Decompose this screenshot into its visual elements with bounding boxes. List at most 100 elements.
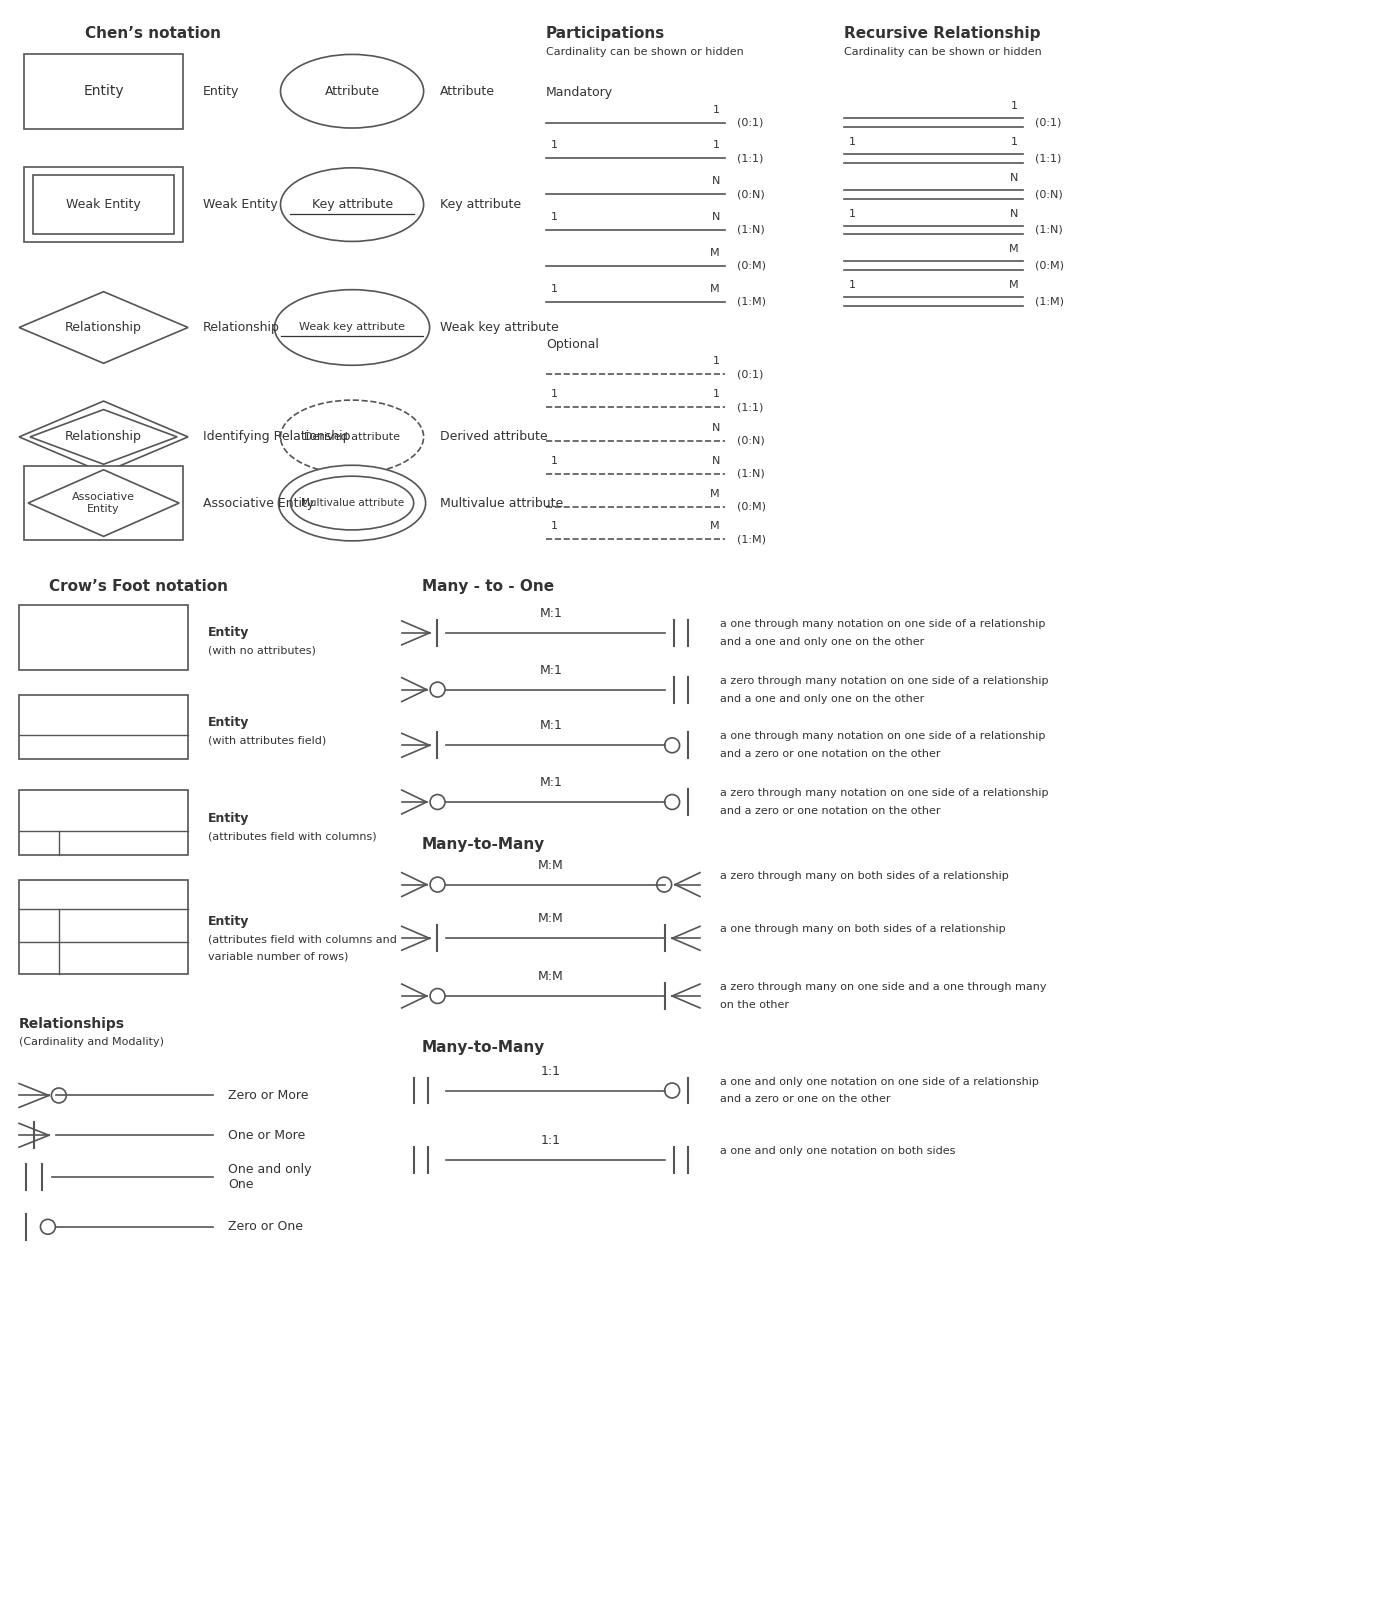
- Text: and a zero or one notation on the other: and a zero or one notation on the other: [720, 807, 940, 816]
- Text: M: M: [710, 284, 720, 294]
- Text: Weak Entity: Weak Entity: [203, 198, 278, 211]
- Ellipse shape: [281, 55, 424, 129]
- Polygon shape: [19, 402, 188, 472]
- Bar: [24, 55, 183, 129]
- Text: (1:M): (1:M): [736, 535, 765, 545]
- Text: (0:M): (0:M): [1035, 260, 1064, 272]
- Text: M:M: M:M: [538, 858, 564, 871]
- Text: and a one and only one on the other: and a one and only one on the other: [720, 636, 924, 648]
- Text: N: N: [1010, 209, 1018, 219]
- Polygon shape: [19, 291, 188, 363]
- Text: a one through many notation on one side of a relationship: a one through many notation on one side …: [720, 619, 1045, 628]
- Text: 1: 1: [849, 137, 856, 146]
- Text: Recursive Relationship: Recursive Relationship: [845, 26, 1040, 40]
- Text: M: M: [1008, 244, 1018, 254]
- Text: Derived attribute: Derived attribute: [439, 431, 547, 444]
- Text: (attributes field with columns and: (attributes field with columns and: [208, 934, 397, 945]
- Text: (1:1): (1:1): [1035, 153, 1061, 164]
- Text: and a one and only one on the other: and a one and only one on the other: [720, 694, 924, 704]
- Text: Participations: Participations: [546, 26, 665, 40]
- Bar: [19, 694, 188, 759]
- Text: (0:N): (0:N): [736, 190, 764, 199]
- Text: 1: 1: [713, 140, 720, 151]
- Text: a one through many notation on one side of a relationship: a one through many notation on one side …: [720, 731, 1045, 741]
- Ellipse shape: [281, 400, 424, 474]
- Text: (1:N): (1:N): [736, 469, 764, 479]
- Text: and a zero or one on the other: and a zero or one on the other: [720, 1094, 890, 1104]
- Text: (1:N): (1:N): [1035, 225, 1063, 235]
- Text: M: M: [710, 521, 720, 532]
- Bar: [24, 466, 183, 540]
- Text: N: N: [711, 423, 720, 432]
- Text: M: M: [710, 489, 720, 498]
- Text: Chen’s notation: Chen’s notation: [85, 26, 221, 40]
- Text: 1: 1: [849, 280, 856, 291]
- Text: Weak key attribute: Weak key attribute: [299, 323, 406, 333]
- Text: (1:1): (1:1): [736, 153, 763, 164]
- Text: M: M: [1008, 280, 1018, 291]
- Text: 1: 1: [713, 389, 720, 399]
- Text: a one through many on both sides of a relationship: a one through many on both sides of a re…: [720, 924, 1006, 934]
- Text: Attribute: Attribute: [439, 85, 494, 98]
- Text: Associative
Entity: Associative Entity: [72, 492, 135, 514]
- Text: Multivalue attribute: Multivalue attribute: [300, 498, 404, 508]
- Text: One and only
One: One and only One: [228, 1163, 311, 1191]
- Text: Relationships: Relationships: [19, 1017, 125, 1030]
- Text: Relationship: Relationship: [65, 321, 142, 334]
- Text: Optional: Optional: [546, 337, 599, 350]
- Bar: [33, 175, 174, 235]
- Text: (0:1): (0:1): [736, 370, 763, 379]
- Text: 1: 1: [849, 209, 856, 219]
- Text: N: N: [711, 177, 720, 186]
- Text: Associative Entity: Associative Entity: [203, 497, 314, 509]
- Text: 1: 1: [551, 389, 558, 399]
- Text: (Cardinality and Modality): (Cardinality and Modality): [19, 1037, 164, 1046]
- Text: (0:N): (0:N): [736, 435, 764, 445]
- Bar: [19, 604, 188, 670]
- Text: 1: 1: [551, 456, 558, 466]
- Bar: [19, 879, 188, 974]
- Text: Mandatory: Mandatory: [546, 87, 613, 100]
- Text: a zero through many notation on one side of a relationship: a zero through many notation on one side…: [720, 787, 1049, 799]
- Text: and a zero or one notation on the other: and a zero or one notation on the other: [720, 749, 940, 759]
- Text: 1: 1: [551, 284, 558, 294]
- Text: 1:1: 1:1: [540, 1064, 561, 1078]
- Text: Identifying Relationship: Identifying Relationship: [203, 431, 350, 444]
- Text: (1:M): (1:M): [1035, 297, 1064, 307]
- Text: (with no attributes): (with no attributes): [208, 646, 315, 656]
- Text: (0:1): (0:1): [1035, 117, 1061, 127]
- Text: Entity: Entity: [208, 813, 249, 826]
- Text: Entity: Entity: [83, 84, 124, 98]
- Text: M:1: M:1: [539, 607, 563, 620]
- Bar: [24, 167, 183, 243]
- Text: Key attribute: Key attribute: [311, 198, 393, 211]
- Text: M:1: M:1: [539, 720, 563, 733]
- Text: Entity: Entity: [208, 914, 249, 927]
- Text: Entity: Entity: [203, 85, 239, 98]
- Text: (0:M): (0:M): [736, 260, 765, 272]
- Polygon shape: [28, 469, 179, 537]
- Text: 1: 1: [551, 212, 558, 222]
- Text: 1:1: 1:1: [540, 1135, 561, 1147]
- Text: N: N: [1010, 172, 1018, 183]
- Text: 1: 1: [1011, 101, 1018, 111]
- Text: Relationship: Relationship: [65, 431, 142, 444]
- Text: Zero or One: Zero or One: [228, 1220, 303, 1233]
- Text: Zero or More: Zero or More: [228, 1090, 308, 1102]
- Text: (0:M): (0:M): [736, 501, 765, 511]
- Text: Many-to-Many: Many-to-Many: [422, 1040, 544, 1056]
- Text: variable number of rows): variable number of rows): [208, 951, 349, 961]
- Text: M: M: [710, 247, 720, 257]
- Text: Many-to-Many: Many-to-Many: [422, 837, 544, 852]
- Polygon shape: [31, 410, 178, 464]
- Text: 1: 1: [551, 521, 558, 532]
- Text: M:1: M:1: [539, 776, 563, 789]
- Ellipse shape: [281, 167, 424, 241]
- Text: N: N: [711, 456, 720, 466]
- Text: Weak key attribute: Weak key attribute: [439, 321, 558, 334]
- Text: 1: 1: [551, 140, 558, 151]
- Text: a zero through many on one side and a one through many: a zero through many on one side and a on…: [720, 982, 1046, 992]
- Text: Relationship: Relationship: [203, 321, 279, 334]
- Text: M:M: M:M: [538, 913, 564, 926]
- Text: (1:1): (1:1): [736, 402, 763, 411]
